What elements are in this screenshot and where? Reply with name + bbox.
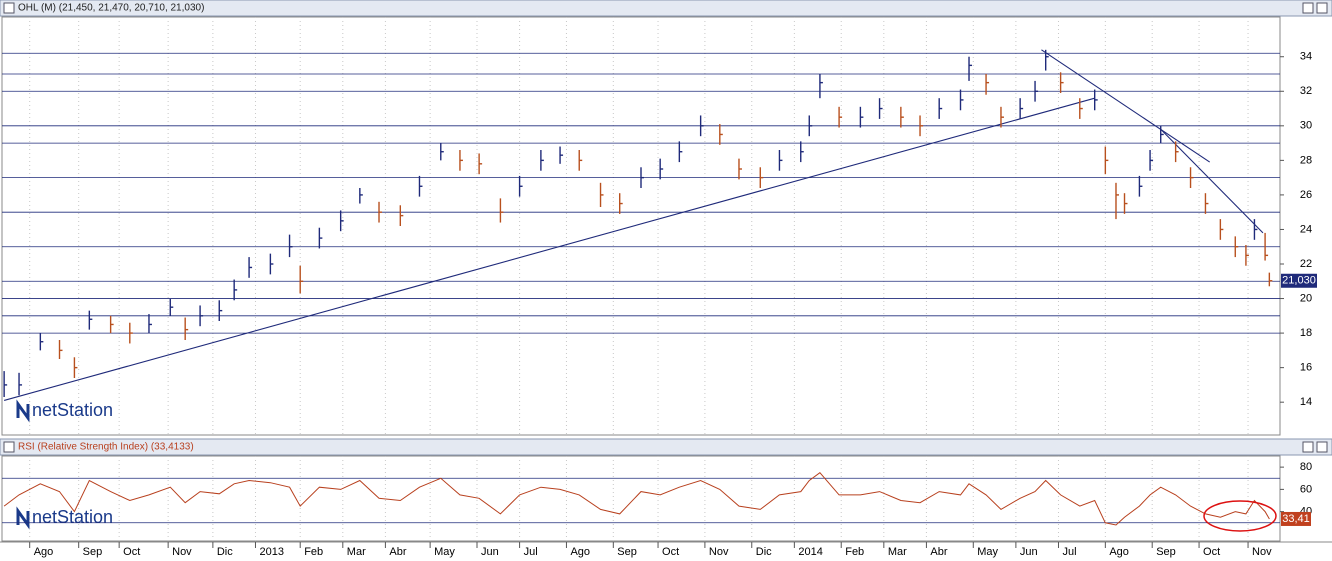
y-tick-label: 20: [1300, 292, 1312, 304]
y-tick-label: 28: [1300, 154, 1312, 166]
x-tick-label: Sep: [617, 546, 637, 558]
trend-line: [3, 97, 1095, 401]
x-tick-label: Jul: [1062, 546, 1076, 558]
x-tick-label: Mar: [888, 546, 907, 558]
x-tick-label: Dic: [756, 546, 772, 558]
y-tick-label: 16: [1300, 362, 1312, 374]
header-icon: [3, 441, 15, 453]
x-tick-label: Jun: [1020, 546, 1038, 558]
x-tick-label: Mar: [347, 546, 366, 558]
watermark: netStation: [32, 400, 113, 420]
x-tick-label: Abr: [389, 546, 406, 558]
x-tick-label: Oct: [123, 546, 140, 558]
y-tick-label: 14: [1300, 396, 1312, 408]
x-tick-label: Oct: [662, 546, 679, 558]
window-button[interactable]: [1302, 441, 1314, 453]
x-tick-label: Sep: [1156, 546, 1176, 558]
y-tick-label: 26: [1300, 189, 1312, 201]
y-tick-label: 30: [1300, 120, 1312, 132]
panel-header: [0, 0, 1332, 17]
plot-area: [1, 16, 1281, 436]
last-value-box: [1281, 511, 1311, 526]
x-tick-label: Nov: [1252, 546, 1272, 558]
x-tick-label: Dic: [217, 546, 233, 558]
panel-title: RSI (Relative Strength Index) (33,4133): [18, 442, 194, 453]
last-value-box: [1281, 273, 1317, 288]
x-tick-label: Ago: [570, 546, 590, 558]
panel-header: [0, 438, 1332, 456]
x-tick-label: Nov: [172, 546, 192, 558]
x-tick-label: 2014: [798, 546, 822, 558]
y-tick-label: 22: [1300, 258, 1312, 270]
y-tick-label: 24: [1300, 223, 1312, 235]
rsi-line: [3, 472, 1270, 526]
x-tick-label: Sep: [83, 546, 103, 558]
x-tick-label: Nov: [709, 546, 729, 558]
y-tick-label: 32: [1300, 85, 1312, 97]
annotation-circle: [1203, 500, 1277, 532]
x-tick-label: May: [977, 546, 998, 558]
window-button[interactable]: [1316, 441, 1328, 453]
window-button[interactable]: [1316, 2, 1328, 14]
x-tick-label: May: [434, 546, 455, 558]
x-tick-label: Feb: [304, 546, 323, 558]
x-tick-label: Jun: [481, 546, 499, 558]
last-value-label: 21,030: [1282, 275, 1316, 287]
x-tick-label: Abr: [930, 546, 947, 558]
panel-title: OHL (M) (21,450, 21,470, 20,710, 21,030): [18, 3, 204, 14]
y-tick-label: 18: [1300, 327, 1312, 339]
watermark: netStation: [32, 507, 113, 527]
x-tick-label: Ago: [34, 546, 54, 558]
watermark-logo: [16, 399, 30, 530]
window-button[interactable]: [1302, 2, 1314, 14]
x-tick-label: Feb: [845, 546, 864, 558]
y-tick-label: 34: [1300, 51, 1312, 63]
plot-area: [1, 455, 1281, 542]
header-icon: [3, 2, 15, 14]
y-tick-label: 60: [1300, 483, 1312, 495]
trend-line: [1160, 128, 1264, 234]
x-tick-label: Ago: [1109, 546, 1129, 558]
trend-line: [1041, 49, 1211, 163]
x-tick-label: 2013: [259, 546, 283, 558]
y-tick-label: 80: [1300, 461, 1312, 473]
last-value-label: 33,41: [1282, 513, 1310, 525]
x-tick-label: Jul: [524, 546, 538, 558]
x-tick-label: Oct: [1203, 546, 1220, 558]
